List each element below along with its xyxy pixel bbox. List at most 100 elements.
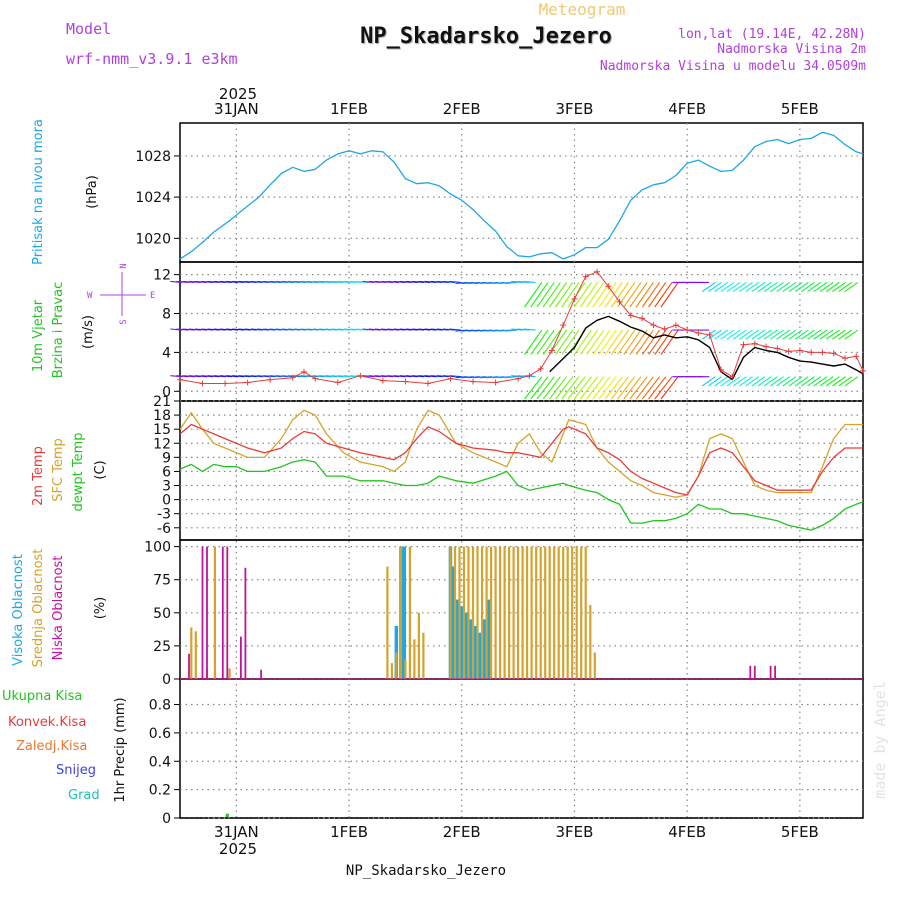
wind-barb bbox=[819, 376, 834, 387]
wind-barb bbox=[555, 376, 574, 400]
wind-barb bbox=[782, 376, 797, 387]
wind-barb bbox=[492, 281, 505, 285]
wind-barb bbox=[536, 329, 555, 355]
wind-barb bbox=[610, 376, 630, 400]
cloud-bar bbox=[512, 546, 515, 679]
wind-barb bbox=[617, 376, 636, 400]
wind-barb bbox=[794, 329, 809, 340]
wind-barb bbox=[732, 281, 747, 293]
bottom-date-label: 3FEB bbox=[555, 823, 593, 841]
wind-barb bbox=[813, 281, 828, 293]
top-date-label: 1FEB bbox=[330, 100, 368, 118]
cloud-side-label-b: Srednja Oblacnost bbox=[31, 549, 46, 668]
cloud-bar bbox=[458, 546, 461, 679]
wind-gust-point bbox=[672, 322, 679, 329]
wind-barb bbox=[751, 281, 766, 293]
cloud-bar bbox=[503, 546, 506, 679]
cloud-bar bbox=[422, 632, 425, 679]
wind-gust-point bbox=[312, 375, 319, 382]
coords-label: lon,lat (19.14E, 42.28N) bbox=[678, 27, 866, 42]
wind-barb bbox=[825, 329, 840, 340]
wind-gust-point bbox=[661, 326, 668, 333]
cloud-bar bbox=[580, 546, 583, 679]
wind-gust-line bbox=[179, 271, 864, 384]
wind-barb bbox=[813, 376, 828, 387]
wind-gust-point bbox=[627, 312, 634, 319]
precip-tick-label: 0.2 bbox=[149, 783, 171, 799]
cloud-bar bbox=[562, 546, 565, 679]
meteogram-label: Meteogram bbox=[539, 0, 626, 19]
wind-gust-point bbox=[594, 268, 601, 275]
wind-barb bbox=[598, 376, 617, 400]
wind-barb bbox=[555, 282, 574, 308]
wind-unit-label: (m/s) bbox=[81, 315, 96, 349]
wind-gust-point bbox=[774, 345, 781, 352]
cloud-bar bbox=[460, 606, 464, 679]
temperature-tick-label: -6 bbox=[157, 521, 171, 537]
wind-barb bbox=[770, 281, 784, 293]
wind-gust-point bbox=[796, 347, 803, 354]
cloud-bar bbox=[404, 659, 407, 679]
wind-gust-point bbox=[492, 379, 499, 386]
wind-barb bbox=[542, 329, 561, 355]
cloud-bar bbox=[464, 612, 468, 679]
cloud-bar bbox=[487, 599, 491, 679]
wind-barb bbox=[449, 280, 462, 283]
top-date-label: 3FEB bbox=[555, 100, 593, 118]
wind-barb bbox=[739, 329, 753, 340]
wind-barb bbox=[776, 329, 791, 340]
cloud-bar bbox=[535, 546, 538, 679]
wind-barb bbox=[623, 282, 642, 308]
cloud-bar bbox=[402, 546, 406, 679]
cloud-bar bbox=[557, 546, 560, 679]
wind-barb bbox=[825, 281, 840, 293]
wind-barb bbox=[757, 329, 772, 340]
wind-barb bbox=[623, 329, 642, 355]
wind-gust-point bbox=[300, 368, 307, 375]
wind-barb bbox=[714, 281, 729, 293]
top-date-label: 5FEB bbox=[781, 100, 819, 118]
cloud_cover-tick-label: 100 bbox=[144, 540, 171, 556]
wind-barb bbox=[573, 329, 592, 355]
wind-gust-point bbox=[763, 343, 770, 350]
compass-n-label: N bbox=[119, 263, 129, 268]
wind-gust-point bbox=[717, 366, 724, 373]
wind-barb bbox=[701, 281, 716, 293]
cloud-bar bbox=[575, 546, 578, 679]
wind-barb bbox=[720, 329, 735, 340]
wind-barb bbox=[579, 329, 599, 355]
wind-barb bbox=[641, 329, 661, 355]
cloud-bar bbox=[494, 546, 497, 679]
wind-barb bbox=[739, 281, 753, 293]
wind-barb bbox=[660, 329, 679, 355]
wind-speed-line bbox=[549, 315, 864, 381]
wind-barb bbox=[751, 376, 766, 387]
wind-barb bbox=[838, 281, 853, 293]
temp-side-label-b: SFC Temp bbox=[51, 438, 66, 502]
cloud-bar bbox=[213, 546, 216, 679]
wind-barb bbox=[782, 329, 797, 340]
wind-gust-point bbox=[751, 340, 758, 347]
cloud-bar bbox=[753, 665, 756, 679]
precip-legend-3: Snijeg bbox=[56, 763, 96, 778]
cloud-bar bbox=[417, 612, 420, 679]
wind-barb bbox=[763, 281, 778, 293]
cloud-bar bbox=[499, 546, 502, 679]
wind-barb bbox=[654, 329, 673, 355]
wind-barb bbox=[732, 329, 747, 340]
wind-gust-point bbox=[853, 353, 860, 360]
top-date-label: 2FEB bbox=[443, 100, 481, 118]
wind-barb bbox=[801, 376, 815, 387]
cloud-bar bbox=[526, 546, 529, 679]
wind-barb bbox=[660, 376, 679, 400]
wind-barb bbox=[523, 328, 536, 331]
wind-barb bbox=[598, 282, 617, 308]
temperature-tick-label: 9 bbox=[162, 450, 171, 466]
wind-barb bbox=[623, 376, 642, 400]
wind-barb bbox=[536, 376, 555, 400]
page-title: NP_Skadarsko_Jezero bbox=[360, 24, 612, 49]
wind-gust-point bbox=[740, 341, 747, 348]
temperature-tick-label: 21 bbox=[153, 394, 171, 410]
wind-gust-point bbox=[402, 378, 409, 385]
wind-barb bbox=[801, 281, 815, 293]
